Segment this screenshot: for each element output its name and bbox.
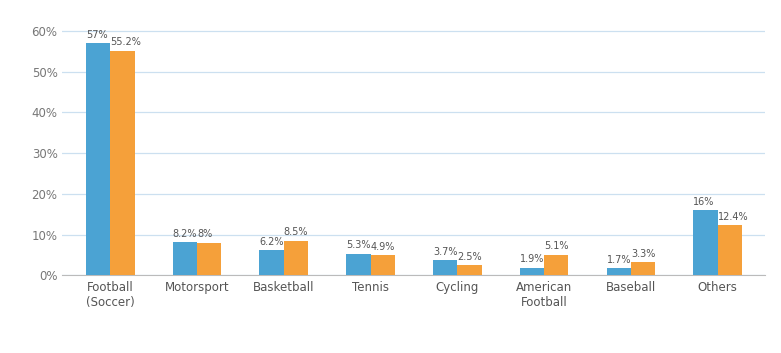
Bar <box>284 241 308 275</box>
Bar <box>631 262 655 275</box>
Bar <box>346 254 370 275</box>
Text: 2.5%: 2.5% <box>458 252 482 262</box>
Bar <box>520 268 544 275</box>
Text: 8.5%: 8.5% <box>284 227 308 238</box>
Text: 8%: 8% <box>197 229 212 239</box>
Bar <box>370 255 395 275</box>
Text: 6.2%: 6.2% <box>259 237 284 247</box>
Bar <box>718 225 742 275</box>
Text: 12.4%: 12.4% <box>718 211 748 222</box>
Text: 16%: 16% <box>694 197 715 207</box>
Bar <box>607 268 631 275</box>
Bar <box>433 260 458 275</box>
Bar <box>86 43 110 275</box>
Bar <box>259 250 284 275</box>
Bar <box>197 243 221 275</box>
Text: 55.2%: 55.2% <box>110 37 141 47</box>
Text: 5.3%: 5.3% <box>346 240 371 251</box>
Bar <box>110 50 134 275</box>
Text: 1.9%: 1.9% <box>520 255 544 264</box>
Text: 5.1%: 5.1% <box>544 241 569 251</box>
Text: 3.3%: 3.3% <box>631 249 655 259</box>
Bar <box>544 255 569 275</box>
Text: 3.7%: 3.7% <box>433 247 458 257</box>
Text: 1.7%: 1.7% <box>607 255 631 265</box>
Bar <box>458 265 482 275</box>
Text: 57%: 57% <box>86 30 108 40</box>
Bar <box>173 242 197 275</box>
Text: 4.9%: 4.9% <box>370 242 395 252</box>
Bar <box>694 210 718 275</box>
Text: 8.2%: 8.2% <box>173 229 197 239</box>
